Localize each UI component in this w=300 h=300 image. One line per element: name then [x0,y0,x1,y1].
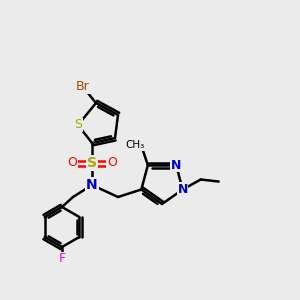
Text: Br: Br [76,80,90,94]
Text: CH₃: CH₃ [125,140,145,150]
Text: O: O [67,157,77,169]
Text: S: S [74,118,82,131]
Text: O: O [107,157,117,169]
Text: S: S [87,156,97,170]
Text: N: N [178,183,188,196]
Text: N: N [86,178,98,192]
Text: F: F [58,253,66,266]
Text: N: N [171,159,181,172]
